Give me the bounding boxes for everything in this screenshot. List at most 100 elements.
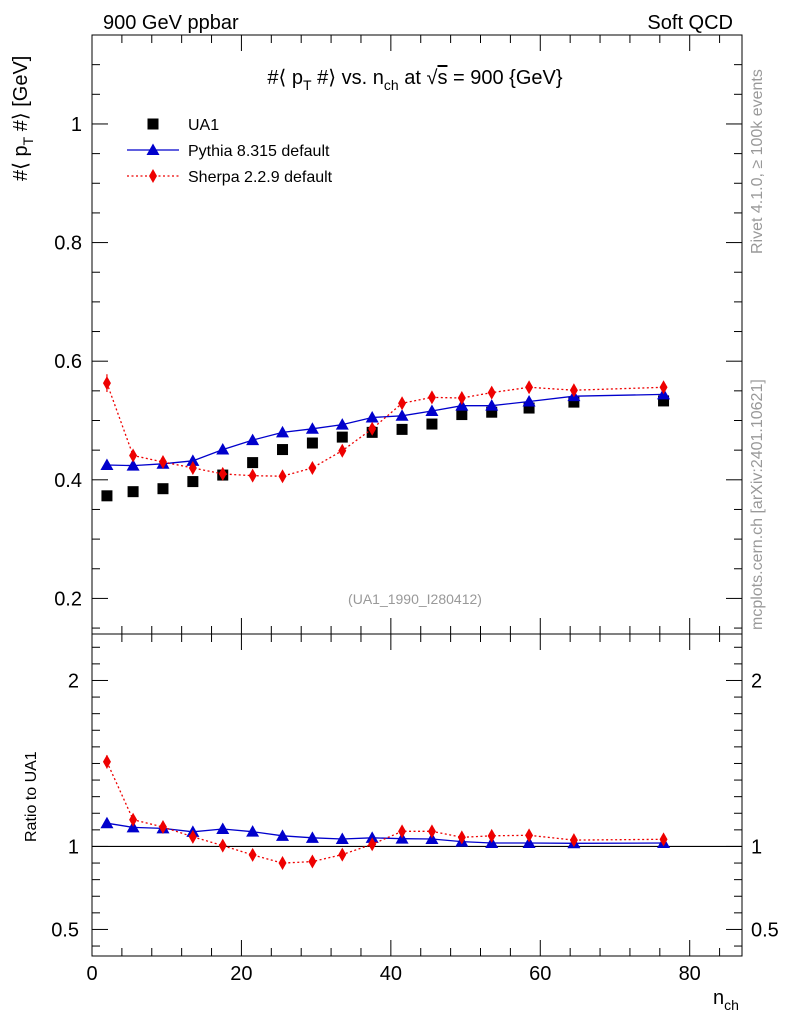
legend-marker-sherpa [149,169,157,183]
main-data-point [306,437,318,449]
mcplots-reference-label: mcplots.cern.ch [arXiv:2401.10621] [749,379,766,630]
legend-label: UA1 [188,117,219,134]
main-sherpa-point [457,390,466,405]
ratio-ylabel: Ratio to UA1 [23,751,40,842]
main-data-point [127,486,139,498]
main-sherpa-point [398,396,407,411]
x-tick-label: 20 [230,963,252,985]
ratio-sherpa-point [102,754,111,769]
main-y-tick-label: 0.4 [54,470,82,492]
series-layer [100,374,671,871]
analysis-id-watermark: (UA1_1990_I280412) [348,591,482,607]
ratio-sherpa-point [659,832,668,847]
main-sherpa-point [368,421,377,436]
main-data-point [486,406,498,418]
header-right-label: Soft QCD [647,12,733,34]
main-data-point [101,490,113,502]
ratio-pythia-point [276,829,290,841]
ratio-pythia-point [216,822,230,835]
ratio-sherpa-point [338,847,347,862]
main-sherpa-point [659,380,668,395]
main-series-pythia-8-315-default [100,387,671,471]
main-sherpa-point [218,466,227,481]
main-sherpa-point [278,469,287,484]
main-data-point [523,402,535,414]
legend-label: Pythia 8.315 default [188,143,330,160]
main-pythia-point [276,425,290,438]
ratio-sherpa-point [218,838,227,853]
ratio-pythia-point [246,825,260,837]
legend-marker-ua1 [147,118,159,130]
ratio-sherpa-point [368,837,377,852]
main-pythia-point [425,404,439,417]
ratio-series-sherpa-2-2-9-default [102,754,668,871]
ratio-y-tick-label-right: 0.5 [751,919,779,941]
main-sherpa-point [487,385,496,400]
main-sherpa-point [102,376,111,391]
main-data-point [157,483,169,495]
main-pythia-point [305,422,319,434]
main-data-point [456,409,468,421]
main-pythia-point [126,459,140,471]
x-tick-label: 40 [380,963,402,985]
main-series-ua1 [101,395,670,502]
ratio-pythia-point [305,831,319,843]
ratio-pythia-point [365,831,379,843]
ratio-sherpa-point [525,828,534,843]
xlabel: nch [713,987,739,1013]
ratio-y-tick-label-right: 1 [751,836,762,858]
main-data-point [277,444,289,456]
main-ylabel: #⟨ pT #⟩ [GeV] [10,56,36,181]
ratio-panel-frame [91,633,743,957]
main-sherpa-point [129,448,138,463]
ratio-y-tick-label-left: 0.5 [51,919,79,941]
ratio-y-tick-label-left: 1 [68,836,79,858]
main-pythia-point [186,454,200,466]
main-data-point [247,457,259,469]
main-pythia-point [522,395,536,407]
ratio-sherpa-point [158,820,167,835]
main-series-sherpa-2-2-9-default [102,374,668,484]
ratio-sherpa-point [398,824,407,839]
header-left-label: 900 GeV ppbar [103,12,239,34]
main-data-point [658,395,670,407]
main-pythia-point [485,399,499,411]
main-data-point [568,396,580,408]
ratio-sherpa-point [278,856,287,871]
ratio-sherpa-point [457,830,466,845]
main-sherpa-point [338,443,347,458]
ratio-sherpa-point [188,829,197,844]
ratio-sherpa-point [129,812,138,827]
main-sherpa-point [427,390,436,405]
ratio-sherpa-point [569,833,578,848]
ratio-y-tick-label-left: 2 [68,670,79,692]
legend-label: Sherpa 2.2.9 default [188,169,333,186]
main-sherpa-point [158,455,167,470]
main-y-tick-label: 1 [71,114,82,136]
main-sherpa-point [188,460,197,475]
main-sherpa-point [308,460,317,475]
main-pythia-point [246,433,260,446]
ratio-y-tick-label-right: 2 [751,670,762,692]
main-pythia-point [365,411,379,423]
main-sherpa-point [525,380,534,395]
ratio-series-pythia-8-315-default [100,816,671,849]
main-data-point [426,418,438,430]
ratio-sherpa-point [487,828,496,843]
main-pythia-point [395,409,409,421]
main-pythia-point [100,458,114,470]
ratio-sherpa-point [248,847,257,862]
main-pythia-point [335,418,349,430]
main-title: #⟨ pT #⟩ vs. nch at √s = 900 {GeV} [267,67,562,93]
main-data-point [396,423,408,435]
ratio-pythia-point [335,832,349,844]
ratio-sherpa-point [308,854,317,869]
rivet-version-label: Rivet 4.1.0, ≥ 100k events [749,69,766,254]
x-tick-label: 0 [86,963,97,985]
main-y-tick-label: 0.8 [54,233,82,255]
legend: UA1 Pythia 8.315 default Sherpa 2.2.9 defa… [127,117,333,186]
legend-marker-pythia [146,143,160,155]
main-y-tick-label: 0.6 [54,351,82,373]
x-tick-label: 60 [529,963,551,985]
